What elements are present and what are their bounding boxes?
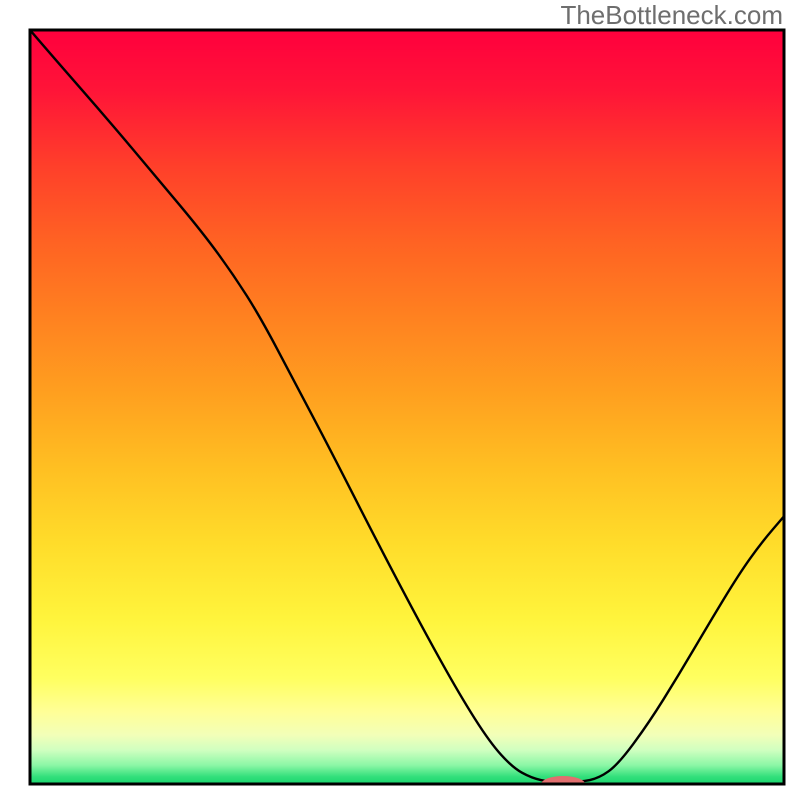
- bottleneck-chart: TheBottleneck.com: [0, 0, 800, 800]
- plot-gradient-background: [30, 30, 784, 784]
- watermark-label: TheBottleneck.com: [560, 0, 783, 30]
